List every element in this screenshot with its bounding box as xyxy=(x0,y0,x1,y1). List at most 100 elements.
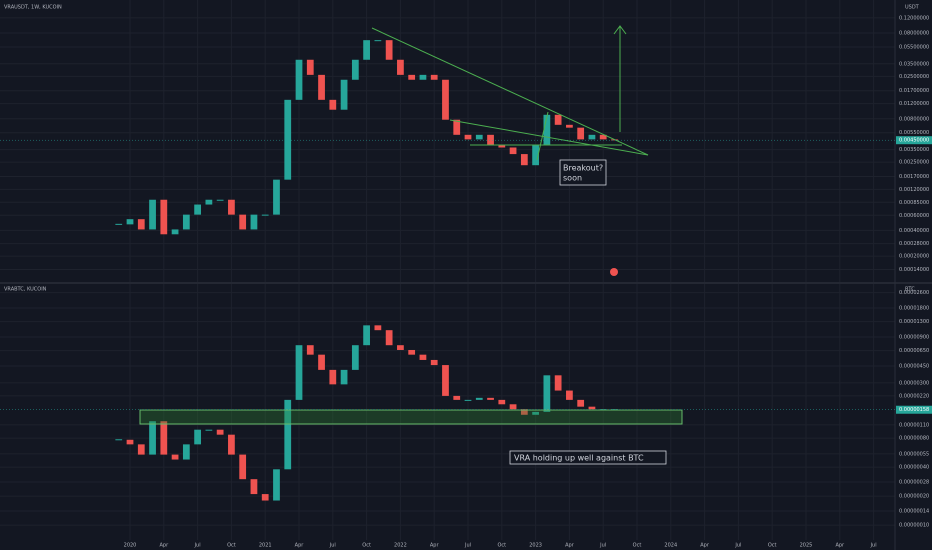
candle xyxy=(261,214,269,216)
x-tick-label: Oct xyxy=(362,543,371,549)
pane-title: VRABTC, KUCOIN xyxy=(4,287,47,293)
y-tick-label: 0.00000014 xyxy=(899,509,929,515)
price-tag xyxy=(896,136,932,145)
x-tick-label: Jul xyxy=(464,543,471,549)
candle xyxy=(520,154,528,166)
y-tick-label: 0.00085000 xyxy=(899,200,929,206)
x-tick-label: Jul xyxy=(329,543,336,549)
candle xyxy=(318,74,325,100)
candle xyxy=(385,40,393,60)
candle xyxy=(520,409,528,415)
candle xyxy=(408,74,416,80)
candle xyxy=(205,429,213,431)
candle xyxy=(419,74,427,80)
candle xyxy=(228,434,235,455)
candle xyxy=(397,345,404,350)
candle xyxy=(599,134,607,140)
x-tick-label: Jul xyxy=(599,543,606,549)
candle xyxy=(284,399,292,470)
candle xyxy=(171,229,179,235)
x-tick-label: 2023 xyxy=(529,543,542,549)
candle xyxy=(487,397,494,400)
y-tick-label: 0.00000080 xyxy=(899,436,929,442)
candle xyxy=(419,354,427,360)
y-tick-label: 0.00000300 xyxy=(899,380,929,386)
candle xyxy=(340,369,348,385)
candle xyxy=(261,494,269,501)
candle xyxy=(442,79,449,120)
candle xyxy=(171,454,179,460)
y-tick-label: 0.00550000 xyxy=(899,130,929,136)
candle xyxy=(509,404,517,410)
drawings xyxy=(139,25,683,465)
annotation: Breakout? xyxy=(563,164,603,173)
y-tick-label: 0.03500000 xyxy=(899,61,929,67)
y-tick-label: 0.02500000 xyxy=(899,74,929,80)
candle xyxy=(453,395,461,400)
candle xyxy=(194,429,201,445)
y-tick-label: 0.00000900 xyxy=(899,335,929,341)
candle xyxy=(363,325,370,346)
candle xyxy=(250,214,258,230)
y-tick-label: 0.00000040 xyxy=(899,465,929,471)
candle xyxy=(126,439,134,445)
y-tick-label: 0.00000110 xyxy=(899,422,929,428)
y-tick-label: 0.00350000 xyxy=(899,147,929,153)
y-tick-label: 0.00040000 xyxy=(899,228,929,234)
candle xyxy=(430,359,438,366)
candle xyxy=(453,119,461,135)
candle xyxy=(588,134,596,140)
y-tick-label: 0.00250000 xyxy=(899,160,929,166)
y-tick-label: 0.00800000 xyxy=(899,116,929,122)
x-tick-label: 2022 xyxy=(394,543,407,549)
x-tick-label: Jul xyxy=(870,543,877,549)
candle xyxy=(137,444,145,455)
price-tag xyxy=(896,405,932,414)
candle xyxy=(137,219,145,230)
candle xyxy=(239,214,247,230)
candle xyxy=(397,59,404,75)
candle xyxy=(385,330,393,346)
y-tick-label: 0.00000220 xyxy=(899,393,929,399)
candle xyxy=(374,325,382,331)
candle xyxy=(408,349,416,355)
candle xyxy=(115,223,123,225)
candle xyxy=(577,399,585,407)
arrow-head xyxy=(613,25,627,35)
x-tick-label: Oct xyxy=(497,543,506,549)
y-tick-label: 0.12000000 xyxy=(899,15,929,21)
y-tick-label: 0.01700000 xyxy=(899,88,929,94)
candle xyxy=(160,199,168,235)
candle xyxy=(498,399,506,405)
y-tick-label: 0.00120000 xyxy=(899,187,929,193)
candle xyxy=(509,147,517,155)
candle xyxy=(216,429,224,435)
annotation-box xyxy=(559,159,607,186)
candle xyxy=(566,390,573,400)
trend-line xyxy=(371,27,649,156)
candle xyxy=(329,369,337,385)
candle xyxy=(295,59,303,100)
candle xyxy=(250,479,258,495)
x-tick-label: Apr xyxy=(565,543,575,549)
y-tick-label: 0.00000650 xyxy=(899,348,929,354)
y-tick-label: 0.00001300 xyxy=(899,319,929,325)
candle xyxy=(306,59,314,75)
candle xyxy=(351,59,359,80)
x-tick-label: 2020 xyxy=(124,543,137,549)
candle xyxy=(149,199,156,230)
x-tick-label: Apr xyxy=(835,543,845,549)
candle xyxy=(588,406,596,410)
candle xyxy=(273,469,280,501)
y-tick-label: 0.00020000 xyxy=(899,254,929,260)
candle xyxy=(194,204,201,215)
candle xyxy=(216,199,224,201)
annotation: VRA holding up well against BTC xyxy=(514,454,644,463)
candle xyxy=(554,114,562,125)
candle xyxy=(577,127,585,140)
y-tick-label: 0.00000055 xyxy=(899,451,929,457)
axis-unit: USDT xyxy=(905,5,920,11)
x-tick-label: Oct xyxy=(633,543,642,549)
candle xyxy=(228,199,235,215)
